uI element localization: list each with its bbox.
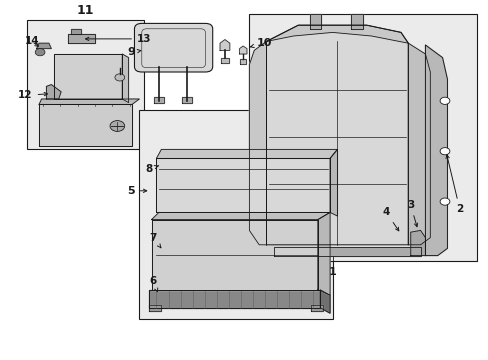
- Polygon shape: [39, 99, 139, 104]
- Polygon shape: [221, 58, 228, 63]
- Polygon shape: [220, 40, 229, 50]
- Text: 11: 11: [77, 4, 94, 17]
- Text: 1: 1: [328, 267, 336, 277]
- Polygon shape: [39, 104, 132, 146]
- Polygon shape: [266, 25, 407, 43]
- Polygon shape: [240, 59, 245, 64]
- Polygon shape: [407, 43, 429, 245]
- Bar: [27, 20, 144, 149]
- Circle shape: [35, 49, 45, 56]
- Polygon shape: [239, 46, 246, 54]
- Polygon shape: [37, 43, 51, 49]
- Circle shape: [439, 97, 449, 104]
- Polygon shape: [329, 149, 337, 216]
- Polygon shape: [320, 290, 329, 313]
- Polygon shape: [156, 158, 329, 212]
- Polygon shape: [182, 97, 192, 103]
- Polygon shape: [266, 25, 407, 245]
- Bar: [139, 110, 332, 319]
- Polygon shape: [410, 230, 425, 256]
- Polygon shape: [156, 149, 337, 158]
- Polygon shape: [154, 97, 163, 103]
- Polygon shape: [310, 305, 322, 311]
- Circle shape: [439, 198, 449, 205]
- Text: 13: 13: [85, 34, 151, 44]
- Text: 3: 3: [407, 200, 417, 227]
- Polygon shape: [425, 45, 447, 256]
- Text: 2: 2: [445, 155, 462, 214]
- Polygon shape: [317, 212, 329, 295]
- Polygon shape: [350, 14, 362, 29]
- Polygon shape: [151, 220, 317, 290]
- Polygon shape: [309, 14, 321, 29]
- Polygon shape: [71, 29, 81, 34]
- Polygon shape: [122, 54, 128, 103]
- Polygon shape: [68, 34, 95, 43]
- Polygon shape: [149, 305, 161, 311]
- Circle shape: [439, 148, 449, 155]
- Polygon shape: [54, 54, 122, 99]
- Text: 14: 14: [24, 36, 39, 46]
- Polygon shape: [46, 85, 61, 99]
- Text: 8: 8: [145, 164, 158, 174]
- Polygon shape: [151, 212, 329, 220]
- Text: 5: 5: [127, 186, 146, 196]
- Text: 12: 12: [18, 90, 47, 100]
- Polygon shape: [249, 41, 266, 245]
- Text: 7: 7: [149, 233, 161, 248]
- FancyBboxPatch shape: [134, 23, 212, 72]
- Polygon shape: [149, 290, 320, 308]
- Circle shape: [110, 121, 124, 131]
- Text: 6: 6: [149, 276, 158, 292]
- Text: 4: 4: [382, 207, 398, 231]
- Bar: [249, 14, 476, 261]
- Circle shape: [115, 74, 124, 81]
- Text: 10: 10: [250, 38, 271, 48]
- Text: 9: 9: [127, 47, 141, 57]
- Polygon shape: [273, 247, 420, 256]
